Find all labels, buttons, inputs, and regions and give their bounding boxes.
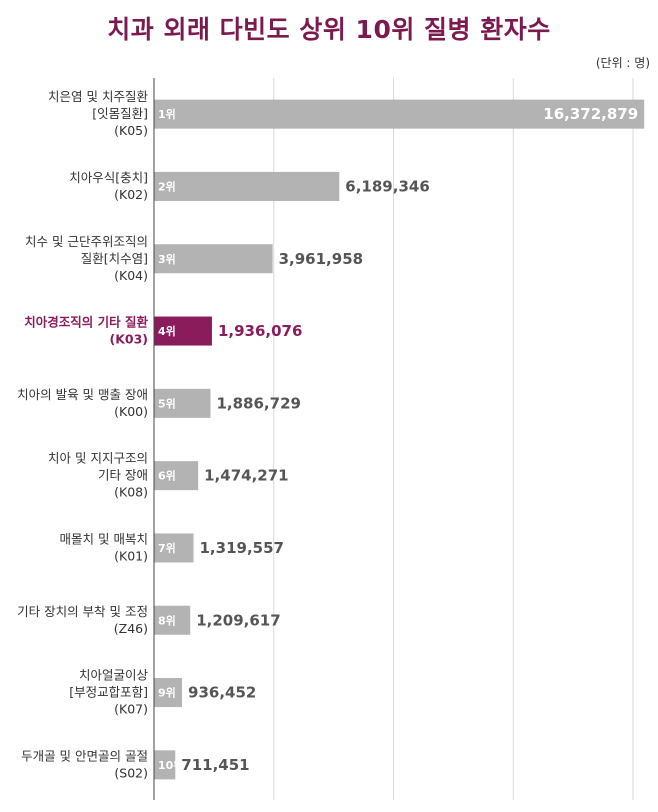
category-label-5-line-1: 치아의 발육 및 맹출 장애 [17,387,148,402]
bar-9 [154,678,183,708]
category-label-5-line-2: (K00) [114,404,148,419]
value-label-4: 1,936,076 [218,322,302,340]
value-label-5: 1,886,729 [216,394,300,412]
category-label-7-line-2: (K01) [114,548,148,563]
bar-4 [154,316,212,346]
rank-label-6: 6위 [158,470,176,483]
unit-label: (단위 : 명) [595,56,650,70]
value-label-3: 3,961,958 [279,250,363,268]
bar-5 [154,388,211,418]
bar-8 [154,605,191,635]
category-label-9-line-2: [부정교합포함] [69,685,148,700]
value-label-6: 1,474,271 [204,467,288,485]
category-label-2-line-2: (K02) [114,187,148,202]
rank-label-8: 8위 [158,614,176,627]
bar-6 [154,461,199,491]
bar-1 [154,99,645,129]
bar-10 [154,750,176,780]
rank-label-3: 3위 [158,253,176,266]
category-label-6-line-2: 기타 장애 [98,468,148,483]
bar-3 [154,244,273,274]
value-label-10: 711,451 [181,756,249,774]
category-label-6-line-1: 치아 및 지지구조의 [48,451,148,466]
rank-label-10: 10위 [158,759,183,772]
rank-label-2: 2위 [158,180,176,193]
bar-7 [154,533,194,563]
category-label-4-line-2: (K03) [109,332,148,347]
category-label-1-line-1: 치은염 및 치주질환 [48,89,148,104]
rank-label-9: 9위 [158,687,176,700]
category-label-6-line-3: (K08) [114,485,148,500]
category-label-8-line-1: 기타 장치의 부착 및 조정 [17,604,148,619]
value-label-7: 1,319,557 [200,539,284,557]
value-label-2: 6,189,346 [345,177,429,195]
category-label-1-line-2: [잇몸질환] [92,106,148,121]
value-label-9: 936,452 [188,684,256,702]
category-label-9-line-3: (K07) [114,702,148,717]
bar-2 [154,171,340,201]
category-label-9-line-1: 치아얼굴이상 [79,668,149,683]
category-label-8-line-2: (Z46) [114,621,148,636]
rank-label-4: 4위 [158,325,176,338]
category-label-4-line-1: 치아경조직의 기타 질환 [24,315,148,330]
category-label-3-line-1: 치수 및 근단주위조직의 [25,234,148,249]
category-label-7-line-1: 매몰치 및 매복치 [60,531,148,546]
category-label-1-line-3: (K05) [114,123,148,138]
rank-label-7: 7위 [158,542,176,555]
category-label-10-line-1: 두개골 및 안면골의 골절 [21,748,148,763]
category-label-2-line-1: 치아우식[충치] [69,170,148,185]
rank-label-5: 5위 [158,397,176,410]
chart-title: 치과 외래 다빈도 상위 10위 질병 환자수 [107,15,551,44]
rank-label-1: 1위 [158,108,176,121]
category-label-3-line-3: (K04) [114,268,148,283]
value-label-1: 16,372,879 [543,105,638,123]
category-label-10-line-2: (S02) [114,765,148,780]
value-label-8: 1,209,617 [196,611,280,629]
category-label-3-line-2: 질환[치수염] [81,251,148,266]
